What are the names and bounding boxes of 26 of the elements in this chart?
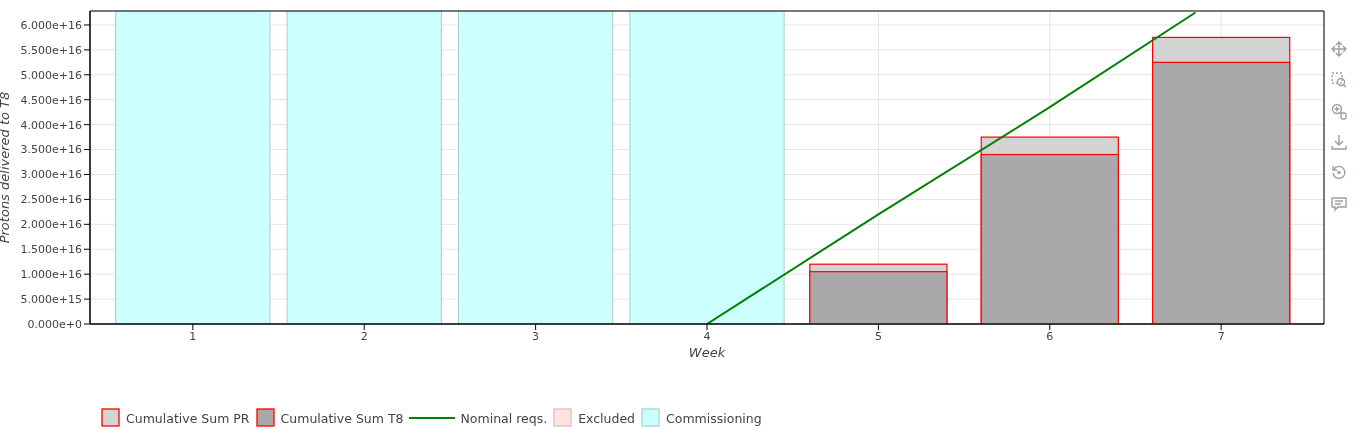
y-tick-label: 4.000e+16 (20, 118, 82, 132)
legend-label: Excluded (578, 410, 636, 426)
x-tick-label: 7 (1217, 329, 1225, 343)
y-tick-label: 3.000e+16 (20, 168, 82, 182)
y-tick-label: 2.500e+16 (20, 193, 82, 207)
x-tick-label: 3 (532, 329, 540, 343)
x-tick-label: 6 (1046, 329, 1054, 343)
legend-label: Commissioning (666, 410, 762, 426)
x-axis-title: Week (688, 345, 726, 361)
y-tick-label: 1.500e+16 (20, 243, 82, 257)
y-tick-label: 5.000e+16 (20, 68, 82, 82)
legend-label: Nominal reqs. (460, 410, 548, 426)
x-tick-label: 5 (874, 329, 882, 343)
x-tick-label: 4 (703, 329, 711, 343)
x-tick-label: 2 (360, 329, 368, 343)
y-tick-label: 6.000e+16 (20, 18, 82, 32)
x-tick-label: 1 (189, 329, 197, 343)
y-tick-label: 1.000e+16 (20, 268, 82, 282)
legend-label: Cumulative Sum PR (126, 410, 250, 426)
y-tick-label: 0.000e+0 (27, 317, 82, 331)
y-tick-label: 2.000e+16 (20, 218, 82, 232)
legend-label: Cumulative Sum T8 (280, 410, 404, 426)
y-tick-label: 4.500e+16 (20, 93, 82, 107)
y-tick-label: 3.500e+16 (20, 143, 82, 157)
y-tick-label: 5.500e+16 (20, 43, 82, 57)
y-tick-label: 5.000e+15 (20, 292, 82, 306)
